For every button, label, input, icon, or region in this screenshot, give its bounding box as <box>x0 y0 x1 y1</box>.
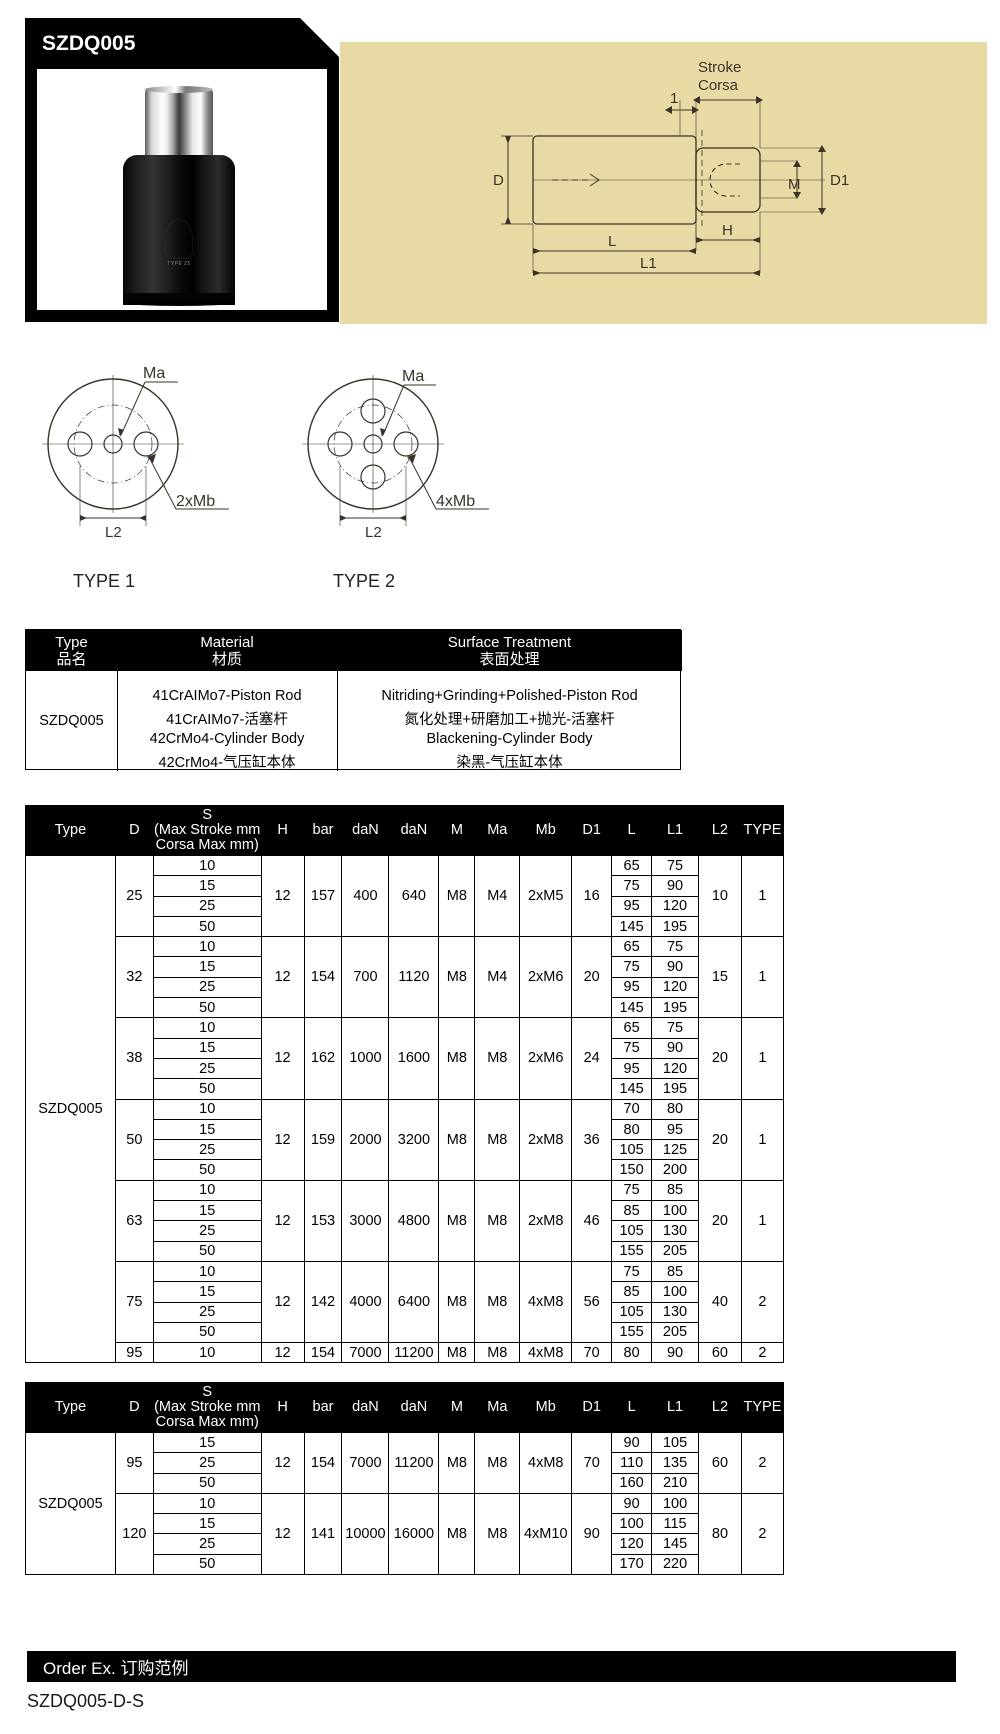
svg-text:TYPE 1: TYPE 1 <box>73 571 135 591</box>
svg-text:D: D <box>493 172 504 189</box>
svg-text:L: L <box>608 233 616 250</box>
svg-text:SZDQ005: SZDQ005 <box>42 32 136 55</box>
svg-text:L1: L1 <box>640 255 657 272</box>
svg-text:1: 1 <box>670 90 678 107</box>
svg-text:4xMb: 4xMb <box>436 493 475 510</box>
svg-text:L2: L2 <box>365 524 382 541</box>
svg-text:M: M <box>788 176 801 193</box>
svg-text:L2: L2 <box>105 524 122 541</box>
svg-text:Corsa: Corsa <box>698 77 739 94</box>
svg-text:TYPE 2: TYPE 2 <box>333 571 395 591</box>
svg-text:Ma: Ma <box>143 365 165 382</box>
svg-text:H: H <box>722 222 733 239</box>
svg-text:2xMb: 2xMb <box>176 493 215 510</box>
svg-text:Stroke: Stroke <box>698 59 741 76</box>
svg-text:D1: D1 <box>830 172 849 189</box>
svg-text:Ma: Ma <box>402 368 424 385</box>
